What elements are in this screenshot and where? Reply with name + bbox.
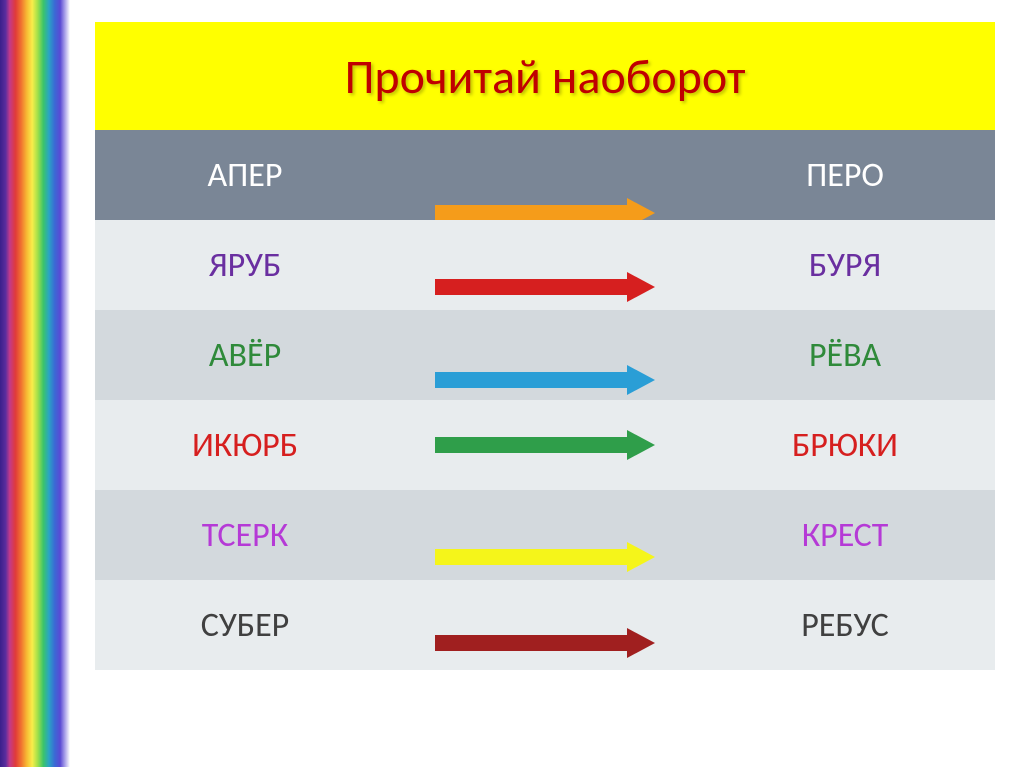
reversed-word: АВЁР xyxy=(95,335,395,376)
answer-word: ПЕРО xyxy=(695,155,995,196)
reversed-word: СУБЕР xyxy=(95,605,395,646)
answer-word: БУРЯ xyxy=(695,245,995,286)
answer-word: РЕБУС xyxy=(695,605,995,646)
arrow-icon xyxy=(435,430,655,460)
arrow-cell xyxy=(395,580,695,670)
arrow-head xyxy=(627,272,655,302)
word-row: АПЕР ПЕРО xyxy=(95,130,995,220)
rainbow-sidebar xyxy=(0,0,70,767)
arrow-cell xyxy=(395,490,695,580)
arrow-icon xyxy=(435,542,655,572)
arrow-icon xyxy=(435,272,655,302)
arrow-shaft xyxy=(435,437,630,453)
slide-content: Прочитай наоборот АПЕР ПЕРО ЯРУБ БУРЯ АВЁР РЁ… xyxy=(95,22,995,670)
arrow-cell xyxy=(395,220,695,310)
arrow-head xyxy=(627,628,655,658)
answer-word: БРЮКИ xyxy=(695,425,995,466)
word-row: ЯРУБ БУРЯ xyxy=(95,220,995,310)
arrow-cell xyxy=(395,130,695,220)
arrow-head xyxy=(627,430,655,460)
slide-title: Прочитай наоборот xyxy=(345,47,746,106)
arrow-shaft xyxy=(435,635,630,651)
arrow-cell xyxy=(395,400,695,490)
reversed-word: ТСЕРК xyxy=(95,515,395,556)
arrow-icon xyxy=(435,628,655,658)
word-row: СУБЕР РЕБУС xyxy=(95,580,995,670)
answer-word: КРЕСТ xyxy=(695,515,995,556)
arrow-shaft xyxy=(435,205,630,221)
reversed-word: АПЕР xyxy=(95,155,395,196)
reversed-word: ЯРУБ xyxy=(95,245,395,286)
arrow-shaft xyxy=(435,549,630,565)
arrow-icon xyxy=(435,365,655,395)
word-row: АВЁР РЁВА xyxy=(95,310,995,400)
title-row: Прочитай наоборот xyxy=(95,22,995,130)
word-row: ТСЕРК КРЕСТ xyxy=(95,490,995,580)
arrow-head xyxy=(627,365,655,395)
reversed-word: ИКЮРБ xyxy=(95,425,395,466)
arrow-head xyxy=(627,542,655,572)
answer-word: РЁВА xyxy=(695,335,995,376)
arrow-shaft xyxy=(435,372,630,388)
arrow-cell xyxy=(395,310,695,400)
word-row: ИКЮРБ БРЮКИ xyxy=(95,400,995,490)
arrow-shaft xyxy=(435,279,630,295)
